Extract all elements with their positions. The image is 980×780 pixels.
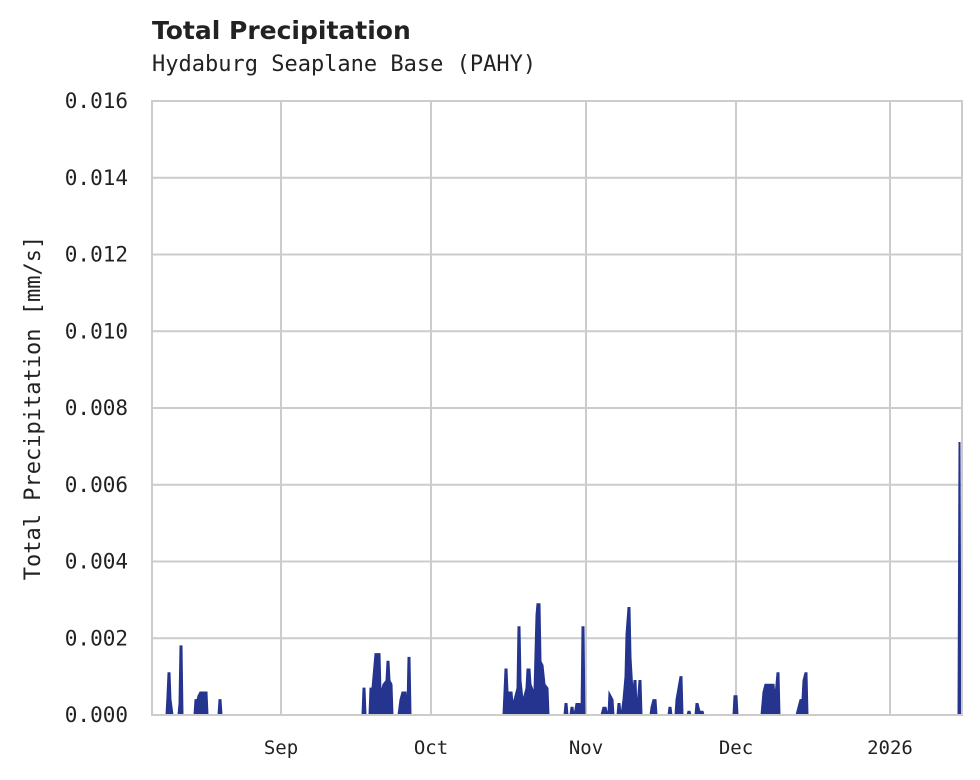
y-tick-label: 0.002	[65, 626, 128, 650]
y-axis-ticks: 0.000 0.002 0.004 0.006 0.008 0.010 0.012 0.014…	[65, 89, 128, 727]
y-tick-label: 0.014	[65, 166, 128, 190]
y-tick-label: 0.008	[65, 396, 128, 420]
x-tick-label: Sep	[264, 737, 298, 759]
y-tick-label: 0.006	[65, 473, 128, 497]
y-tick-label: 0.016	[65, 89, 128, 113]
y-tick-label: 0.004	[65, 550, 128, 574]
y-tick-label: 0.012	[65, 243, 128, 267]
x-tick-label: 2026	[867, 737, 913, 759]
y-tick-label: 0.000	[65, 703, 128, 727]
y-axis-label: Total Precipitation [mm/s]	[21, 236, 46, 580]
precipitation-series	[165, 442, 962, 716]
x-tick-label: Dec	[719, 737, 753, 759]
chart-subtitle: Hydaburg Seaplane Base (PAHY)	[152, 52, 537, 77]
y-tick-label: 0.010	[65, 319, 128, 343]
chart-title: Total Precipitation	[152, 16, 411, 45]
x-tick-label: Nov	[569, 737, 603, 759]
grid-lines	[152, 100, 962, 716]
plot-frame	[151, 100, 963, 716]
x-tick-label: Oct	[414, 737, 448, 759]
x-axis-ticks: Sep Oct Nov Dec 2026	[264, 737, 913, 759]
